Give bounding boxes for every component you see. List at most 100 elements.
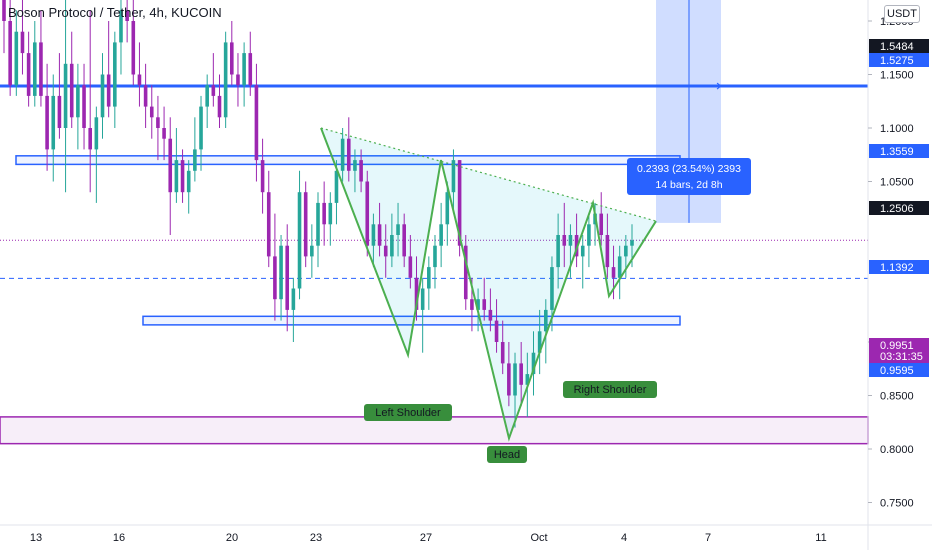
- candle-body: [463, 245, 468, 300]
- candle-body: [211, 85, 216, 96]
- price-label: 1.1392: [880, 262, 914, 274]
- pattern-label-bg: [563, 381, 657, 398]
- candle-body: [236, 74, 240, 86]
- x-tick-label: 23: [310, 532, 322, 544]
- candle-body: [217, 95, 222, 118]
- candle-body: [180, 160, 185, 193]
- measure-line-1: 0.2393 (23.54%) 2393: [637, 163, 741, 175]
- price-label: 1.2506: [880, 203, 914, 215]
- x-tick-label: 11: [815, 532, 826, 544]
- y-tick-label: 1.1000: [880, 123, 914, 135]
- candle-body: [113, 42, 117, 107]
- candle-body: [285, 245, 290, 310]
- candle-body: [137, 74, 142, 86]
- pattern-line: [320, 127, 657, 442]
- candle-body: [488, 309, 493, 321]
- candle-body: [507, 363, 511, 396]
- price-levels: [0, 84, 868, 279]
- candle-body: [513, 363, 517, 396]
- candle-body: [574, 235, 579, 257]
- price-label-bg: [869, 338, 929, 352]
- candle-body: [457, 160, 462, 246]
- price-label-bg: [869, 144, 929, 158]
- candle-body: [334, 170, 339, 203]
- candle-body: [562, 235, 567, 246]
- candle-body: [525, 374, 530, 385]
- y-axis: 1.50001.45001.40001.35001.30001.25001.20…: [867, 0, 929, 550]
- candle-body: [359, 160, 363, 182]
- candle-body: [125, 10, 129, 21]
- x-tick-label: 27: [420, 532, 432, 544]
- candle-body: [605, 235, 610, 268]
- candle-body: [396, 224, 400, 235]
- candle-body: [100, 74, 105, 118]
- candle-body: [273, 256, 277, 300]
- candle-body: [383, 245, 388, 257]
- candle-body: [199, 106, 203, 150]
- candle-body: [470, 299, 474, 310]
- candle-body: [630, 240, 634, 246]
- candle-body: [322, 202, 326, 225]
- candle-body: [242, 53, 246, 86]
- candle-body: [14, 31, 19, 86]
- candle-body: [439, 224, 443, 246]
- candle-body: [346, 138, 351, 171]
- x-tick-label: 4: [621, 532, 627, 544]
- candle-body: [371, 224, 376, 246]
- candle-body: [94, 117, 99, 150]
- candle-body: [587, 224, 591, 246]
- candle-body: [205, 85, 209, 107]
- candle-body: [291, 288, 296, 310]
- candle-body: [303, 192, 308, 257]
- candle-body: [599, 213, 604, 235]
- candle-body: [427, 267, 431, 289]
- candle-body: [106, 74, 111, 107]
- x-axis: 13 16 20 23 27 Oct 4 7 11: [0, 524, 932, 544]
- candle-body: [193, 149, 197, 171]
- candle-body: [414, 277, 419, 310]
- x-tick-label: Oct: [530, 532, 547, 544]
- pattern-label: Left Shoulder: [375, 407, 441, 419]
- pattern-area: [321, 128, 656, 439]
- candle-body: [556, 235, 560, 268]
- candle-body: [550, 267, 554, 310]
- candle-body: [297, 192, 302, 289]
- candle-body: [143, 85, 148, 107]
- chart-title: Boson Protocol / Tether, 4h, KUCOIN: [8, 5, 222, 20]
- pattern-labels: Left Shoulder Head Right Shoulder: [364, 381, 657, 463]
- candle-body: [82, 85, 86, 128]
- candle-body: [500, 342, 505, 364]
- candle-body: [580, 245, 585, 257]
- candle-body: [445, 192, 450, 225]
- currency-button[interactable]: USDT: [884, 5, 920, 23]
- candle-body: [624, 245, 628, 257]
- pattern-lines: [320, 127, 657, 442]
- candle-body: [377, 224, 382, 246]
- y-tick-label: 1.1500: [880, 70, 914, 82]
- candle-body: [2, 0, 6, 21]
- pattern-label: Right Shoulder: [574, 384, 647, 396]
- price-label-bg: [869, 363, 929, 377]
- candle-body: [617, 256, 622, 278]
- x-tick-label: 16: [113, 532, 125, 544]
- x-tick-label: 20: [226, 532, 238, 544]
- candle-body: [254, 85, 259, 161]
- candle-body: [519, 363, 523, 385]
- candle-body: [568, 235, 573, 246]
- candle-body: [162, 128, 166, 139]
- candle-body: [20, 31, 25, 54]
- candle-body: [168, 138, 173, 193]
- candle-body: [186, 170, 191, 193]
- candle-body: [248, 53, 253, 86]
- candle-body: [39, 42, 43, 96]
- price-label: 1.5275: [880, 55, 914, 67]
- price-label-bg: [869, 260, 929, 274]
- candle-body: [8, 21, 12, 86]
- candle-body: [69, 63, 74, 118]
- candle-body: [365, 181, 370, 246]
- y-tick-label: 0.8000: [880, 444, 914, 456]
- candle-body: [482, 299, 487, 310]
- candle-body: [230, 42, 234, 75]
- pattern-label-bg: [487, 446, 527, 463]
